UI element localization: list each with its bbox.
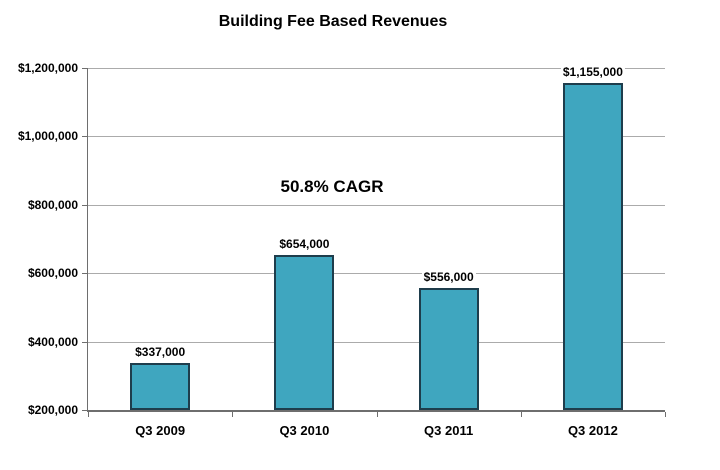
bar-value-label: $556,000	[421, 270, 476, 284]
y-axis-tick	[82, 68, 88, 69]
bar-value-label: $654,000	[277, 237, 332, 251]
bar-q3-2010	[274, 255, 335, 410]
plot-area: $337,000 $654,000 $556,000 $1,155,000	[88, 65, 665, 410]
bar-q3-2011	[418, 288, 479, 410]
y-axis-tick	[82, 341, 88, 343]
x-axis-tick	[88, 412, 89, 417]
gridline	[88, 68, 665, 69]
gridline	[88, 204, 665, 206]
bar-value-label: $337,000	[133, 345, 188, 359]
y-axis-tick	[82, 273, 88, 275]
y-axis-tick	[82, 410, 88, 411]
y-axis-tick-label: $1,000,000	[17, 129, 78, 144]
y-axis-tick-label: $400,000	[27, 334, 78, 349]
x-axis	[87, 410, 665, 412]
y-axis-tick	[82, 136, 88, 138]
y-axis-tick-label: $800,000	[27, 197, 78, 212]
gridline	[88, 273, 665, 275]
x-axis-tick	[376, 412, 378, 417]
y-axis-tick	[82, 204, 88, 206]
y-axis-tick-label: $200,000	[27, 403, 78, 417]
y-axis-tick-label: $600,000	[27, 266, 78, 281]
bar-q3-2009	[130, 363, 191, 410]
cagr-annotation: 50.8% CAGR	[280, 177, 384, 196]
x-axis-category-label: Q3 2011	[424, 423, 474, 438]
x-axis-tick	[232, 412, 234, 417]
bar-value-label: $1,155,000	[560, 65, 625, 79]
gridline	[88, 341, 665, 343]
y-axis-tick-label: $1,200,000	[17, 61, 78, 75]
x-axis-category-label: Q3 2009	[135, 423, 186, 438]
y-axis	[87, 68, 88, 411]
x-axis-category-label: Q3 2012	[567, 423, 618, 438]
x-axis-tick	[665, 412, 666, 417]
x-axis-category-label: Q3 2010	[279, 423, 330, 438]
chart-title: Building Fee Based Revenues	[218, 13, 448, 30]
gridline	[88, 136, 665, 138]
bar-q3-2012	[562, 83, 623, 410]
x-axis-tick	[520, 412, 522, 417]
